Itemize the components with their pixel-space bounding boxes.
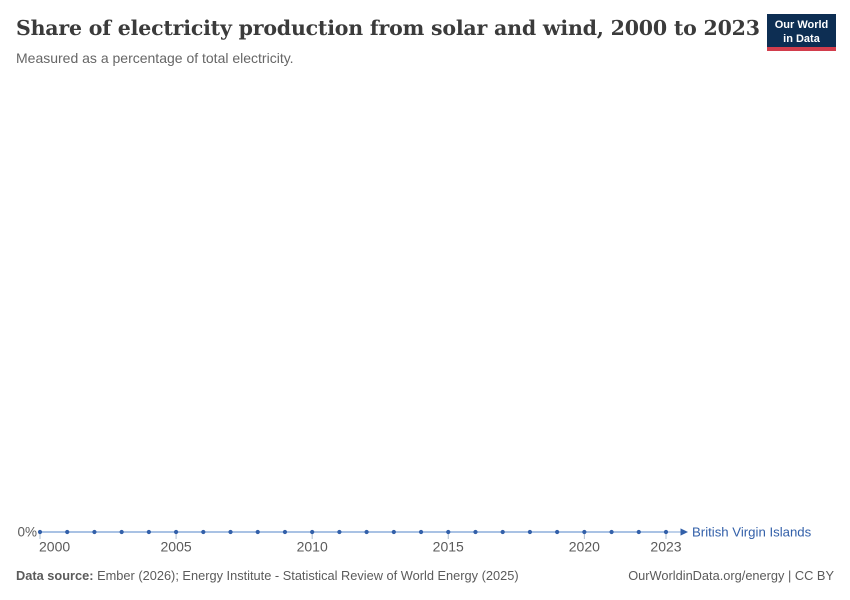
data-source-note: Data source: Ember (2026); Energy Instit… bbox=[16, 568, 519, 583]
data-point-2022 bbox=[636, 529, 641, 535]
data-point-2012 bbox=[364, 529, 369, 535]
data-point-2000 bbox=[37, 529, 43, 535]
data-point-2004 bbox=[146, 529, 151, 535]
data-point-2021 bbox=[609, 529, 614, 535]
data-point-2001 bbox=[65, 529, 70, 535]
y-axis-label-0: 0% bbox=[17, 525, 37, 540]
data-point-2006 bbox=[201, 529, 206, 535]
data-point-2020 bbox=[582, 529, 587, 535]
x-axis-label-2015: 2015 bbox=[433, 539, 464, 555]
data-point-2005 bbox=[173, 529, 179, 535]
owid-logo-line2: in Data bbox=[783, 33, 820, 46]
data-source-label: Data source: bbox=[16, 568, 94, 583]
data-source-text: Ember (2026); Energy Institute - Statist… bbox=[93, 568, 519, 583]
license-link[interactable]: OurWorldinData.org/energy | CC BY bbox=[628, 568, 834, 583]
data-point-2008 bbox=[255, 529, 260, 535]
x-axis-label-2005: 2005 bbox=[161, 539, 192, 555]
data-point-2007 bbox=[228, 529, 233, 535]
x-axis-ticks bbox=[39, 534, 667, 539]
x-axis-label-2000: 2000 bbox=[39, 539, 70, 555]
data-point-2013 bbox=[391, 529, 396, 535]
data-point-2003 bbox=[119, 529, 124, 535]
data-point-2017 bbox=[500, 529, 505, 535]
chart-footer: Data source: Ember (2026); Energy Instit… bbox=[16, 568, 834, 583]
line-end-marker bbox=[680, 528, 688, 536]
data-point-2019 bbox=[555, 529, 560, 535]
owid-logo-line1: Our World bbox=[774, 19, 829, 31]
data-point-2015 bbox=[446, 529, 451, 535]
x-axis-label-2020: 2020 bbox=[569, 539, 600, 555]
data-point-2023 bbox=[663, 529, 669, 535]
data-point-2011 bbox=[337, 529, 342, 535]
data-point-2016 bbox=[473, 529, 478, 535]
x-axis-label-2010: 2010 bbox=[297, 539, 328, 555]
chart-subtitle: Measured as a percentage of total electr… bbox=[16, 50, 294, 66]
x-axis-label-2023: 2023 bbox=[650, 539, 681, 555]
data-point-2010 bbox=[310, 529, 315, 535]
x-axis-labels: 2000 2005 2010 2015 2020 2023 bbox=[39, 539, 682, 555]
series-label[interactable]: British Virgin Islands bbox=[692, 525, 812, 540]
data-point-2009 bbox=[282, 529, 288, 535]
data-point-2014 bbox=[418, 529, 424, 535]
owid-logo[interactable]: Our World in Data bbox=[767, 14, 836, 51]
series-line-british-virgin-islands[interactable] bbox=[37, 528, 688, 536]
data-point-2002 bbox=[92, 529, 97, 535]
chart-title: Share of electricity production from sol… bbox=[16, 16, 760, 40]
data-point-2018 bbox=[527, 529, 533, 535]
